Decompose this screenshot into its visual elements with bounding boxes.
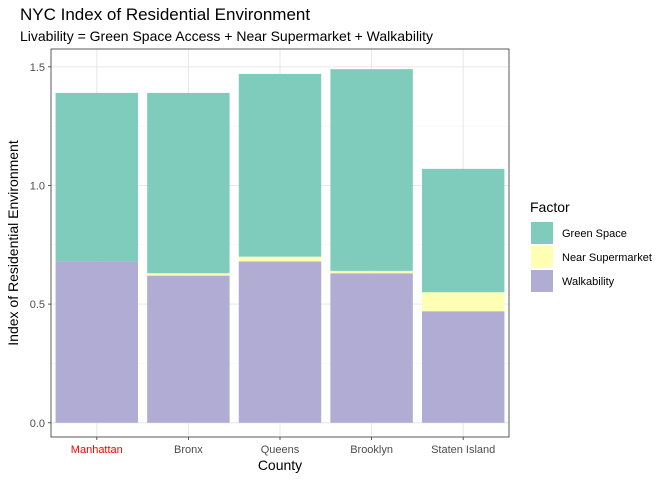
bar-queens-green-space: [238, 73, 322, 257]
x-tick-label-brooklyn: Brooklyn: [350, 444, 393, 456]
chart-subtitle: Livability = Green Space Access + Near S…: [20, 28, 434, 44]
y-tick-label: 0.0: [30, 418, 45, 430]
y-tick-label: 1.5: [30, 62, 45, 74]
x-tick-label-queens: Queens: [261, 444, 300, 456]
legend-label-near-supermarket: Near Supermarket: [562, 252, 652, 264]
x-tick-label-bronx: Bronx: [174, 444, 203, 456]
legend: Factor Green Space Near Supermarket Walkab…: [530, 199, 652, 292]
bar-bronx-walkability: [147, 275, 230, 423]
legend-key-walkability: [531, 270, 553, 292]
bar-bronx-near-supermarket: [147, 273, 230, 276]
y-axis-title: Index of Residential Environment: [5, 140, 21, 346]
y-axis: 0.0 0.5 1.0 1.5: [30, 62, 51, 430]
bar-bronx-green-space: [147, 92, 230, 274]
chart-title: NYC Index of Residential Environment: [20, 5, 311, 24]
bar-brooklyn-walkability: [330, 273, 413, 423]
legend-label-green-space: Green Space: [562, 228, 627, 240]
legend-key-green-space: [531, 222, 553, 244]
x-tick-label-staten-island: Staten Island: [431, 444, 495, 456]
x-tick-label-manhattan: Manhattan: [71, 444, 123, 456]
bar-manhattan-walkability: [55, 261, 139, 423]
bar-staten-island-green-space: [421, 168, 505, 293]
bar-brooklyn-near-supermarket: [330, 270, 413, 274]
bar-staten-island-walkability: [421, 311, 505, 423]
legend-key-near-supermarket: [531, 246, 553, 268]
bar-brooklyn-green-space: [330, 69, 413, 271]
y-tick-label: 0.5: [30, 299, 45, 311]
bar-queens-walkability: [238, 261, 322, 423]
bar-queens-near-supermarket: [238, 256, 322, 262]
bar-staten-island-near-supermarket: [421, 292, 505, 312]
legend-label-walkability: Walkability: [562, 276, 615, 288]
bar-manhattan-green-space: [55, 92, 139, 262]
x-axis: Manhattan Bronx Queens Brooklyn Staten Islan…: [71, 437, 495, 456]
y-tick-label: 1.0: [30, 180, 45, 192]
bars: [55, 69, 505, 423]
x-axis-title: County: [258, 457, 302, 473]
legend-title: Factor: [530, 199, 570, 215]
